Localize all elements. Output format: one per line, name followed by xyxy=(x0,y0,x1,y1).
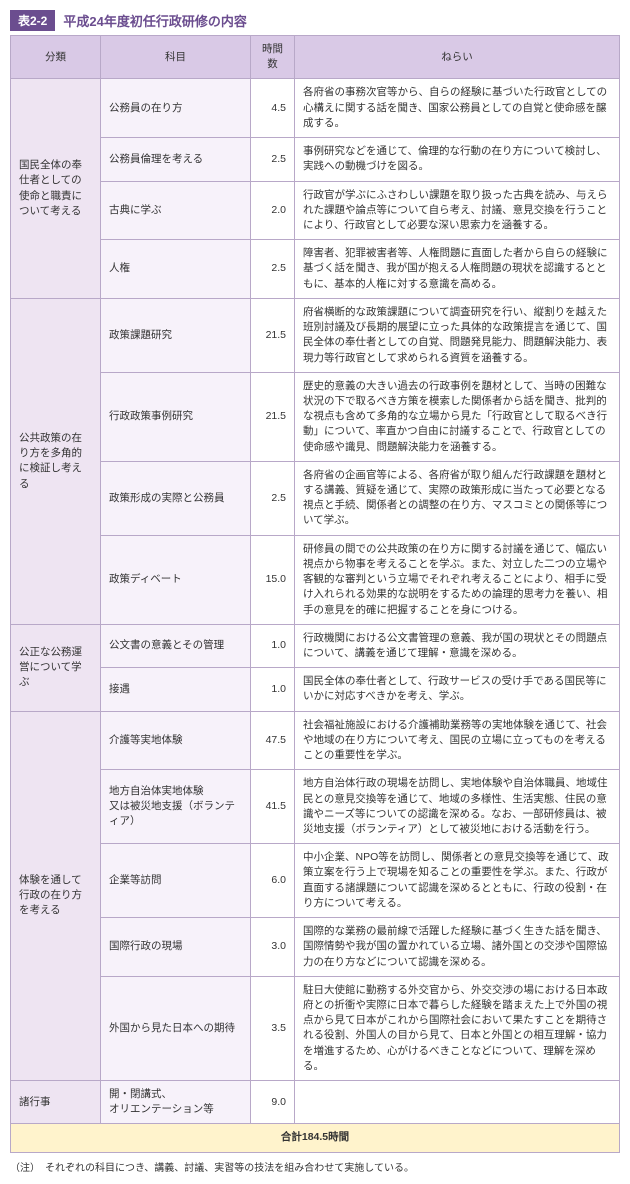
hours-cell: 4.5 xyxy=(251,79,295,138)
table-row: 公務員倫理を考える2.5事例研究などを通じて、倫理的な行動の在り方について検討し… xyxy=(11,138,620,181)
category-cell: 公正な公務運営について学ぶ xyxy=(11,624,101,711)
title-text: 平成24年度初任行政研修の内容 xyxy=(63,11,246,30)
aim-cell xyxy=(295,1081,620,1124)
hours-cell: 1.0 xyxy=(251,624,295,667)
subject-cell: 政策課題研究 xyxy=(101,298,251,372)
subject-cell: 開・閉講式、オリエンテーション等 xyxy=(101,1081,251,1124)
table-row: 公共政策の在り方を多角的に検証し考える政策課題研究21.5府省横断的な政策課題に… xyxy=(11,298,620,372)
table-row: 体験を通して行政の在り方を考える介護等実地体験47.5社会福祉施設における介護補… xyxy=(11,711,620,770)
aim-cell: 各府省の事務次官等から、自らの経験に基づいた行政官としての心構えに関する話を聞き… xyxy=(295,79,620,138)
header-subject: 科目 xyxy=(101,36,251,79)
table-row: 地方自治体実地体験又は被災地支援（ボランティア）41.5地方自治体行政の現場を訪… xyxy=(11,770,620,844)
aim-cell: 国民全体の奉仕者として、行政サービスの受け手である国民等にいかに対応すべきかを考… xyxy=(295,668,620,711)
table-title-row: 表2-2 平成24年度初任行政研修の内容 xyxy=(10,10,620,31)
footnote: （注） それぞれの科目につき、講義、討議、実習等の技法を組み合わせて実施している… xyxy=(10,1159,620,1174)
hours-cell: 3.5 xyxy=(251,976,295,1080)
subject-cell: 人権 xyxy=(101,240,251,299)
subject-cell: 公文書の意義とその管理 xyxy=(101,624,251,667)
table-row: 接遇1.0国民全体の奉仕者として、行政サービスの受け手である国民等にいかに対応す… xyxy=(11,668,620,711)
category-cell: 諸行事 xyxy=(11,1081,101,1124)
total-cell: 合計184.5時間 xyxy=(11,1124,620,1152)
subject-cell: 企業等訪問 xyxy=(101,844,251,918)
aim-cell: 行政官が学ぶにふさわしい課題を取り扱った古典を読み、与えられた課題や論点等につい… xyxy=(295,181,620,240)
subject-cell: 介護等実地体験 xyxy=(101,711,251,770)
training-table: 分類 科目 時間数 ねらい 国民全体の奉仕者としての使命と職責について考える公務… xyxy=(10,35,620,1153)
subject-cell: 公務員の在り方 xyxy=(101,79,251,138)
header-aim: ねらい xyxy=(295,36,620,79)
aim-cell: 地方自治体行政の現場を訪問し、実地体験や自治体職員、地域住民との意見交換等を通じ… xyxy=(295,770,620,844)
header-hours: 時間数 xyxy=(251,36,295,79)
aim-cell: 府省横断的な政策課題について調査研究を行い、縦割りを越えた班別討議及び長期的展望… xyxy=(295,298,620,372)
subject-cell: 行政政策事例研究 xyxy=(101,372,251,461)
subject-cell: 公務員倫理を考える xyxy=(101,138,251,181)
category-cell: 国民全体の奉仕者としての使命と職責について考える xyxy=(11,79,101,298)
aim-cell: 各府省の企画官等による、各府省が取り組んだ行政課題を題材とする講義、質疑を通じて… xyxy=(295,461,620,535)
table-row: 外国から見た日本への期待3.5駐日大使館に勤務する外交官から、外交交渉の場におけ… xyxy=(11,976,620,1080)
hours-cell: 2.0 xyxy=(251,181,295,240)
category-cell: 体験を通して行政の在り方を考える xyxy=(11,711,101,1080)
aim-cell: 障害者、犯罪被害者等、人権問題に直面した者から自らの経験に基づく話を聞き、我が国… xyxy=(295,240,620,299)
table-row: 国民全体の奉仕者としての使命と職責について考える公務員の在り方4.5各府省の事務… xyxy=(11,79,620,138)
subject-cell: 外国から見た日本への期待 xyxy=(101,976,251,1080)
category-cell: 公共政策の在り方を多角的に検証し考える xyxy=(11,298,101,624)
table-row: 行政政策事例研究21.5歴史的意義の大きい過去の行政事例を題材として、当時の困難… xyxy=(11,372,620,461)
aim-cell: 事例研究などを通じて、倫理的な行動の在り方について検討し、実践への動機づけを図る… xyxy=(295,138,620,181)
subject-cell: 地方自治体実地体験又は被災地支援（ボランティア） xyxy=(101,770,251,844)
table-row: 政策形成の実際と公務員2.5各府省の企画官等による、各府省が取り組んだ行政課題を… xyxy=(11,461,620,535)
header-category: 分類 xyxy=(11,36,101,79)
hours-cell: 2.5 xyxy=(251,138,295,181)
table-row: 政策ディベート15.0研修員の間での公共政策の在り方に関する討議を通じて、幅広い… xyxy=(11,535,620,624)
hours-cell: 2.5 xyxy=(251,461,295,535)
table-row: 公正な公務運営について学ぶ公文書の意義とその管理1.0行政機関における公文書管理… xyxy=(11,624,620,667)
table-row: 古典に学ぶ2.0行政官が学ぶにふさわしい課題を取り扱った古典を読み、与えられた課… xyxy=(11,181,620,240)
aim-cell: 中小企業、NPO等を訪問し、関係者との意見交換等を通じて、政策立案を行う上で現場… xyxy=(295,844,620,918)
hours-cell: 41.5 xyxy=(251,770,295,844)
hours-cell: 1.0 xyxy=(251,668,295,711)
subject-cell: 政策ディベート xyxy=(101,535,251,624)
table-row: 企業等訪問6.0中小企業、NPO等を訪問し、関係者との意見交換等を通じて、政策立… xyxy=(11,844,620,918)
subject-cell: 国際行政の現場 xyxy=(101,918,251,977)
aim-cell: 社会福祉施設における介護補助業務等の実地体験を通じて、社会や地域の在り方について… xyxy=(295,711,620,770)
table-row: 国際行政の現場3.0国際的な業務の最前線で活躍した経験に基づく生きた話を聞き、国… xyxy=(11,918,620,977)
hours-cell: 47.5 xyxy=(251,711,295,770)
hours-cell: 15.0 xyxy=(251,535,295,624)
subject-cell: 古典に学ぶ xyxy=(101,181,251,240)
hours-cell: 9.0 xyxy=(251,1081,295,1124)
title-badge: 表2-2 xyxy=(10,10,55,31)
table-row: 諸行事開・閉講式、オリエンテーション等9.0 xyxy=(11,1081,620,1124)
hours-cell: 21.5 xyxy=(251,372,295,461)
total-row: 合計184.5時間 xyxy=(11,1124,620,1152)
hours-cell: 21.5 xyxy=(251,298,295,372)
table-row: 人権2.5障害者、犯罪被害者等、人権問題に直面した者から自らの経験に基づく話を聞… xyxy=(11,240,620,299)
header-row: 分類 科目 時間数 ねらい xyxy=(11,36,620,79)
aim-cell: 駐日大使館に勤務する外交官から、外交交渉の場における日本政府との折衝や実際に日本… xyxy=(295,976,620,1080)
hours-cell: 3.0 xyxy=(251,918,295,977)
aim-cell: 歴史的意義の大きい過去の行政事例を題材として、当時の困難な状況の下で取るべき方策… xyxy=(295,372,620,461)
aim-cell: 研修員の間での公共政策の在り方に関する討議を通じて、幅広い視点から物事を考えるこ… xyxy=(295,535,620,624)
hours-cell: 2.5 xyxy=(251,240,295,299)
subject-cell: 接遇 xyxy=(101,668,251,711)
aim-cell: 行政機関における公文書管理の意義、我が国の現状とその問題点について、講義を通じて… xyxy=(295,624,620,667)
aim-cell: 国際的な業務の最前線で活躍した経験に基づく生きた話を聞き、国際情勢や我が国の置か… xyxy=(295,918,620,977)
hours-cell: 6.0 xyxy=(251,844,295,918)
subject-cell: 政策形成の実際と公務員 xyxy=(101,461,251,535)
